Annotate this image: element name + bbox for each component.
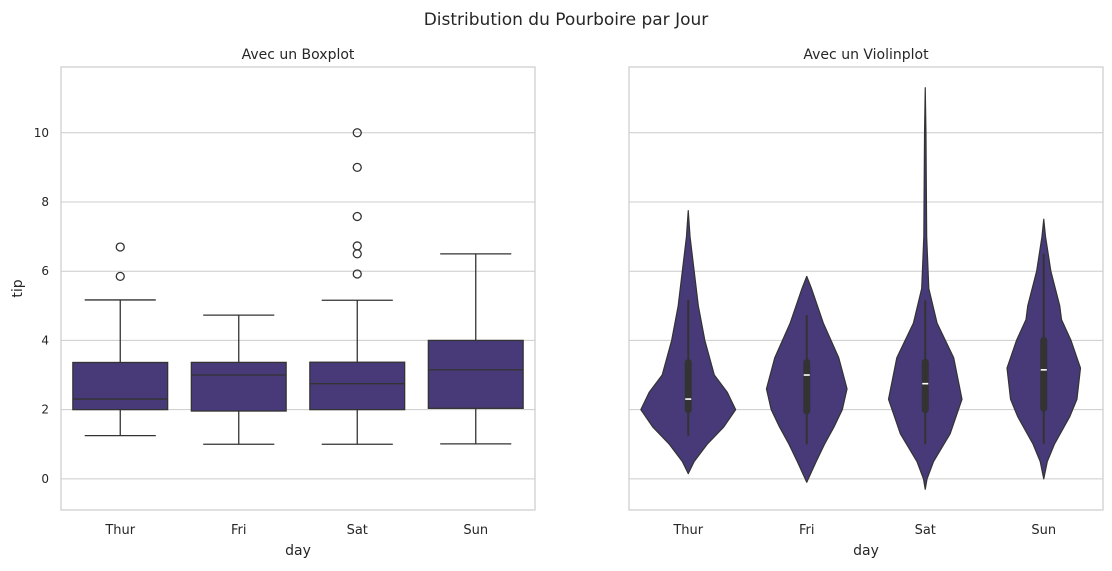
outlier-point: [352, 128, 362, 138]
outlier-point: [352, 241, 362, 251]
x-tick-label: Sat: [915, 523, 936, 538]
y-tick-label: 2: [41, 403, 49, 417]
outlier-point: [115, 242, 125, 252]
box-thur: [72, 361, 169, 411]
outlier-point: [352, 162, 362, 173]
y-axis-label: tip: [10, 279, 26, 297]
subplot-title: Avec un Violinplot: [803, 47, 929, 63]
y-tick-label: 4: [41, 333, 49, 347]
y-tick-label: 6: [41, 264, 49, 278]
x-tick-label: Fri: [799, 523, 815, 538]
x-axis-label: day: [853, 543, 879, 559]
x-tick-label: Sat: [347, 523, 368, 538]
y-tick-label: 8: [41, 195, 49, 209]
box-sun: [427, 339, 524, 409]
figure-title: Distribution du Pourboire par Jour: [424, 10, 709, 30]
violin-sat: [887, 87, 963, 490]
boxplot-axes: 0 2 4 6 8 10 Avec un Boxplot day tip Thur Fri Sat Su…: [10, 47, 536, 559]
outlier-point: [352, 249, 362, 259]
axes-frame: [60, 66, 536, 511]
outlier-point: [352, 211, 362, 222]
outlier-point: [115, 271, 125, 282]
axes-frame: [628, 66, 1104, 511]
x-tick-label: Sun: [1031, 523, 1056, 538]
subplot-title: Avec un Boxplot: [242, 47, 355, 63]
x-tick-label: Thur: [104, 523, 135, 538]
x-tick-label: Fri: [231, 523, 247, 538]
box-sat: [309, 361, 406, 411]
violinplot-axes: Avec un Violinplot day Thur Fri Sat Sun: [628, 47, 1104, 559]
y-tick-label: 0: [41, 472, 49, 486]
x-axis-label: day: [285, 543, 311, 559]
box-fri: [190, 361, 287, 412]
y-tick-label: 10: [34, 126, 49, 140]
x-tick-label: Sun: [463, 523, 488, 538]
x-tick-label: Thur: [672, 523, 703, 538]
outlier-point: [352, 269, 362, 279]
